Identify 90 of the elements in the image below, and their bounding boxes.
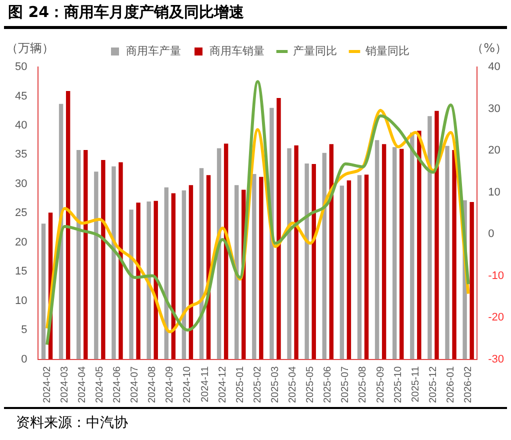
- bar: [382, 144, 386, 360]
- bar: [129, 210, 134, 360]
- bar: [101, 160, 106, 360]
- bar: [188, 185, 194, 360]
- y2-tick-label: 20: [488, 144, 500, 157]
- y2-tick-label: 40: [488, 61, 500, 74]
- x-tick-label: 2025-12: [428, 366, 439, 404]
- bar: [392, 147, 397, 360]
- line-series: [46, 80, 470, 346]
- x-tick-label: 2024-11: [200, 366, 211, 402]
- chart-title: 图 24：商用车月度产销及同比增速: [8, 3, 244, 22]
- bar: [118, 162, 123, 360]
- y2-tick-label: 30: [488, 102, 500, 115]
- bar: [154, 200, 158, 360]
- bar: [340, 186, 344, 360]
- bar: [357, 175, 362, 360]
- x-tick-label: 2024-12: [217, 366, 228, 404]
- y-tick-label: 15: [14, 266, 28, 278]
- bar: [276, 98, 281, 360]
- bar: [410, 132, 414, 360]
- y-tick-label: 10: [14, 294, 28, 307]
- bar: [434, 110, 439, 360]
- y2-axis-title: （%）: [472, 41, 507, 56]
- bar: [417, 130, 422, 360]
- x-tick-label: 2025-06: [322, 366, 334, 404]
- y-tick-label: 30: [14, 178, 28, 190]
- y2-tick-label: 10: [488, 186, 500, 198]
- bar: [252, 174, 256, 360]
- bar: [364, 174, 369, 360]
- bar: [312, 164, 316, 360]
- x-tick-label: 2025-04: [288, 366, 299, 404]
- x-tick-label: 2025-10: [392, 366, 404, 404]
- bar: [374, 140, 380, 360]
- x-tick-label: 2026-01: [446, 366, 457, 404]
- y-tick-label: 35: [14, 148, 28, 161]
- x-tick-label: 2025-01: [234, 366, 246, 404]
- x-tick-label: 2025-07: [340, 366, 352, 404]
- legend-label: 商用车销量: [210, 44, 264, 58]
- bar: [146, 201, 151, 360]
- y-tick-label: 45: [14, 90, 28, 102]
- bar: [287, 148, 292, 360]
- y2-tick-label: -10: [488, 270, 504, 282]
- bar: [41, 224, 46, 360]
- x-tick-label: 2025-11: [410, 366, 422, 402]
- bar: [136, 202, 140, 360]
- x-tick-label: 2025-03: [270, 366, 281, 404]
- x-tick-label: 2024-04: [76, 366, 88, 404]
- bar: [452, 150, 456, 360]
- y-tick-label: 40: [14, 119, 28, 132]
- bar: [470, 202, 474, 360]
- bar: [322, 152, 326, 360]
- bar: [294, 145, 298, 360]
- x-tick-label: 2025-09: [375, 366, 386, 404]
- bar: [304, 163, 309, 360]
- x-tick-label: 2024-09: [164, 366, 176, 404]
- y2-tick-label: -30: [488, 353, 504, 366]
- y-axis-title: （万辆）: [6, 41, 54, 56]
- bar: [112, 166, 116, 360]
- x-tick-label: 2024-07: [130, 366, 141, 404]
- y-tick-label: 0: [21, 353, 28, 366]
- bar: [94, 172, 98, 360]
- bar: [346, 180, 352, 360]
- bar: [428, 116, 432, 360]
- y-tick-label: 50: [14, 61, 28, 74]
- y2-tick-label: -20: [488, 312, 504, 324]
- bar: [259, 176, 264, 360]
- bar: [66, 90, 70, 360]
- x-tick-label: 2025-05: [305, 366, 316, 404]
- x-tick-label: 2024-02: [42, 366, 53, 404]
- legend-label: 商用车产量: [126, 44, 181, 58]
- x-tick-label: 2024-06: [112, 366, 123, 404]
- legend-label: 销量同比: [364, 44, 410, 58]
- y-tick-label: 5: [21, 324, 28, 336]
- x-tick-label: 2025-08: [358, 366, 369, 404]
- x-tick-label: 2024-08: [147, 366, 158, 404]
- x-tick-label: 2024-05: [94, 366, 106, 404]
- y2-tick-label: 0: [488, 228, 494, 240]
- x-tick-label: 2024-03: [59, 366, 70, 404]
- x-tick-label: 2024-10: [182, 366, 194, 404]
- bar: [76, 150, 81, 360]
- bar: [84, 150, 88, 360]
- x-tick-label: 2025-02: [252, 366, 264, 404]
- text: 资料来源：中汽协: [16, 414, 128, 432]
- bar: [234, 185, 239, 360]
- bar: [445, 146, 450, 360]
- y-tick-label: 25: [14, 207, 28, 220]
- legend-label: 产量同比: [293, 44, 337, 58]
- x-tick-label: 2026-02: [463, 366, 474, 404]
- bar: [400, 148, 404, 360]
- y-tick-label: 20: [14, 236, 28, 248]
